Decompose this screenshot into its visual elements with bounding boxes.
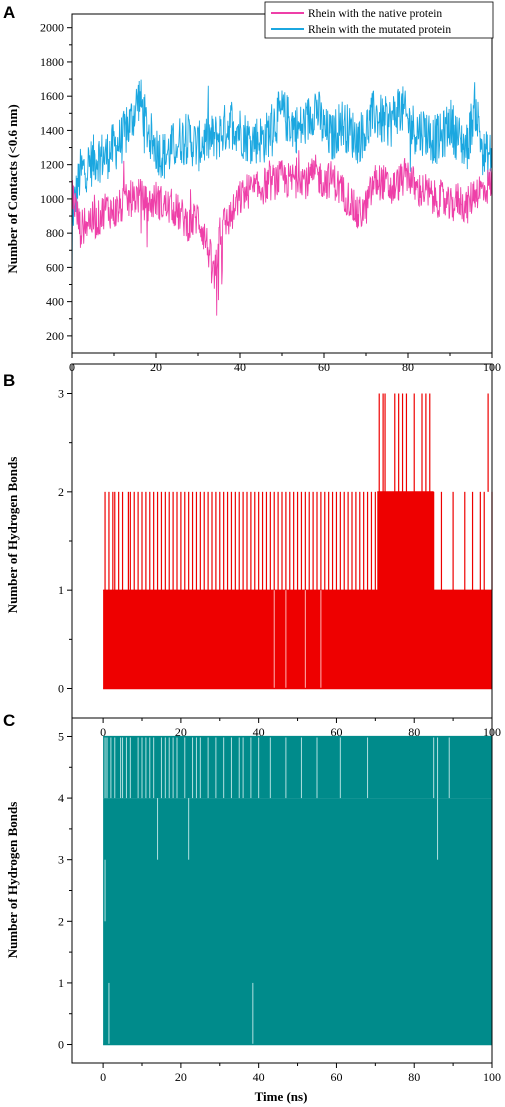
- panel-c-x-tick-label: 40: [253, 1070, 265, 1084]
- panel-a-series-group: [71, 79, 493, 316]
- panel-a-letter: A: [3, 3, 15, 22]
- legend: Rhein with the native protein Rhein with…: [264, 1, 494, 39]
- panel-a-y-tick-label: 2000: [40, 21, 64, 35]
- panel-b-dense-fill: [377, 491, 434, 591]
- panel-b-y-tick-label: 2: [58, 485, 64, 499]
- series-native-line: [71, 150, 493, 316]
- series-mutated-line: [71, 79, 493, 285]
- panel-a-x-tick-label: 80: [402, 360, 414, 374]
- panel-c-x-tick-label: 0: [100, 1070, 106, 1084]
- panel-c-x-axis-label: Time (ns): [255, 1089, 308, 1104]
- panel-a-y-axis-label: Number of Contacts (<0.6 nm): [5, 104, 20, 273]
- panel-a-y-tick-label: 1800: [40, 55, 64, 69]
- panel-b-x-tick-label: 20: [175, 725, 187, 739]
- panel-a-x-tick-label: 60: [318, 360, 330, 374]
- panel-c-x-tick-label: 60: [330, 1070, 342, 1084]
- panel-a-x-tick-label: 40: [234, 360, 246, 374]
- panel-c-hbonds-chart: C 0 20 40 60 80 100 0 1 2 3 4 5 Number of Hydrogen …: [3, 711, 501, 1104]
- panel-b-y-tick-label: 3: [58, 387, 64, 401]
- panel-b-y-tick-label: 0: [58, 682, 64, 696]
- panel-c-y-axis-label: Number of Hydrogen Bonds: [5, 802, 20, 959]
- panel-c-x-tick-label: 100: [483, 1070, 501, 1084]
- panel-a-y-tick-label: 600: [46, 260, 64, 274]
- panel-c-y-tick-label: 2: [58, 914, 64, 928]
- panel-a-contacts-chart: A 0 20 40 60 80 10020040060080010001200140016…: [3, 1, 501, 374]
- panel-b-letter: B: [3, 371, 15, 390]
- panel-c-top-fill: [103, 736, 492, 799]
- panel-c-y-tick-label: 4: [58, 791, 64, 805]
- panel-c-x-tick-label: 20: [175, 1070, 187, 1084]
- panel-c-y-tick-label: 1: [58, 976, 64, 990]
- panel-b-y-axis-label: Number of Hydrogen Bonds: [5, 457, 20, 614]
- panel-b-x-tick-label: 0: [100, 725, 106, 739]
- panel-a-y-tick-label: 200: [46, 329, 64, 343]
- panel-b-x-tick-label: 40: [253, 725, 265, 739]
- legend-item-native: Rhein with the native protein: [308, 8, 442, 20]
- panel-c-base-fill: [103, 798, 492, 1045]
- panel-c-y-tick-label: 5: [58, 729, 64, 743]
- panel-b-y-tick-label: 1: [58, 583, 64, 597]
- panel-a-y-tick-label: 1200: [40, 158, 64, 172]
- panel-a-x-tick-label: 20: [150, 360, 162, 374]
- panel-a-y-tick-label: 1000: [40, 192, 64, 206]
- panel-b-base-fill: [103, 590, 492, 689]
- panel-b-x-tick-label: 60: [330, 725, 342, 739]
- panel-c-series-group: [103, 735, 492, 1046]
- panel-a-y-tick-label: 800: [46, 226, 64, 240]
- panel-b-series-group: [103, 393, 493, 690]
- panel-b-x-tick-label: 80: [408, 725, 420, 739]
- panel-a-y-tick-label: 400: [46, 295, 64, 309]
- panel-c-axes: 0 20 40 60 80 100 0 1 2 3 4 5: [58, 717, 501, 1084]
- panel-c-x-tick-label: 80: [408, 1070, 420, 1084]
- panel-a-y-tick-label: 1400: [40, 123, 64, 137]
- legend-box: [264, 1, 494, 39]
- panel-c-y-tick-label: 0: [58, 1038, 64, 1052]
- panel-a-y-tick-label: 1600: [40, 89, 64, 103]
- panel-c-letter: C: [3, 711, 15, 730]
- panel-c-y-tick-label: 3: [58, 853, 64, 867]
- legend-item-mutated: Rhein with the mutated protein: [308, 24, 451, 36]
